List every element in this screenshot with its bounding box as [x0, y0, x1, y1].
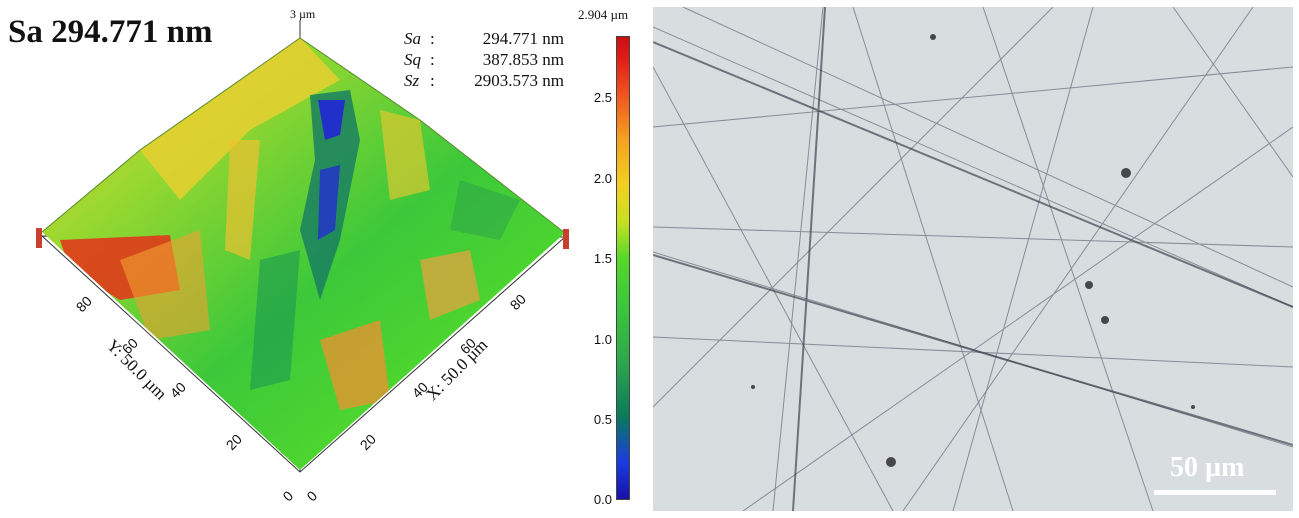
colorbar-tick: 2.0 — [593, 171, 612, 186]
stat-sep: : — [430, 50, 435, 69]
scale-bar-label: 50 µm — [1170, 452, 1245, 483]
stat-key: Sq — [404, 50, 421, 69]
roughness-stats: Sa : 294.771 nm Sq : 387.853 nm Sz : 290… — [404, 28, 564, 91]
colorbar-tick: 2.5 — [593, 90, 612, 105]
stat-sep: : — [430, 29, 435, 48]
colorbar — [616, 36, 630, 500]
scale-bar — [1154, 490, 1276, 495]
stat-value: 2903.573 nm — [474, 71, 564, 90]
stat-value: 294.771 nm — [482, 29, 564, 48]
stat-key: Sz — [404, 71, 420, 90]
z-axis-label: 3 µm — [290, 7, 316, 21]
colorbar-tick: 1.5 — [593, 251, 612, 266]
stat-sep: : — [430, 71, 435, 90]
stat-row-sq: Sq : 387.853 nm — [404, 49, 564, 70]
colorbar-tick: 0.5 — [593, 412, 612, 427]
optical-micrograph — [653, 7, 1293, 511]
colorbar-max-label: 2.904 µm — [578, 7, 629, 22]
surface-mesh — [42, 38, 565, 470]
roughness-title: Sa 294.771 nm — [8, 14, 213, 50]
stat-key: Sa — [404, 29, 421, 48]
surface-3d-plot — [36, 20, 569, 473]
stat-row-sa: Sa : 294.771 nm — [404, 28, 564, 49]
stat-row-sz: Sz : 2903.573 nm — [404, 70, 564, 91]
scratch-lines — [653, 7, 1293, 511]
stat-value: 387.853 nm — [482, 50, 564, 69]
colorbar-tick: 0.0 — [593, 492, 612, 507]
colorbar-tick: 1.0 — [593, 332, 612, 347]
